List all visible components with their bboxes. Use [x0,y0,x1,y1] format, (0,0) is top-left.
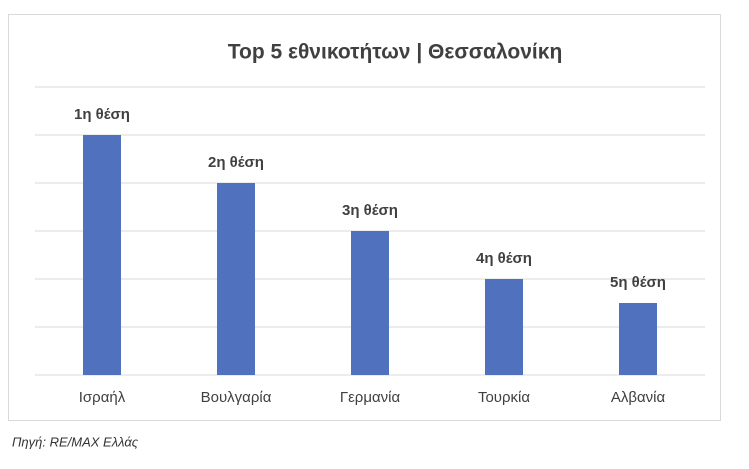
x-tick-label: Τουρκία [478,389,530,406]
source-note: Πηγή: RE/MAX Ελλάς [12,434,139,449]
chart-title: Top 5 εθνικοτήτων | Θεσσαλονίκη [228,41,563,64]
bar-label: 4η θέση [476,250,532,267]
bar [83,135,121,375]
x-tick-label: Γερμανία [340,389,401,406]
bar-label: 2η θέση [208,154,264,171]
x-tick-label: Βουλγαρία [201,389,272,406]
x-tick-label: Αλβανία [611,389,666,406]
x-tick-label: Ισραήλ [79,389,126,406]
bar-label: 5η θέση [610,274,666,291]
bar [619,303,657,375]
bar [351,231,389,375]
bar [485,279,523,375]
bar [217,183,255,375]
bar-label: 1η θέση [74,106,130,123]
bar-label: 3η θέση [342,202,398,219]
